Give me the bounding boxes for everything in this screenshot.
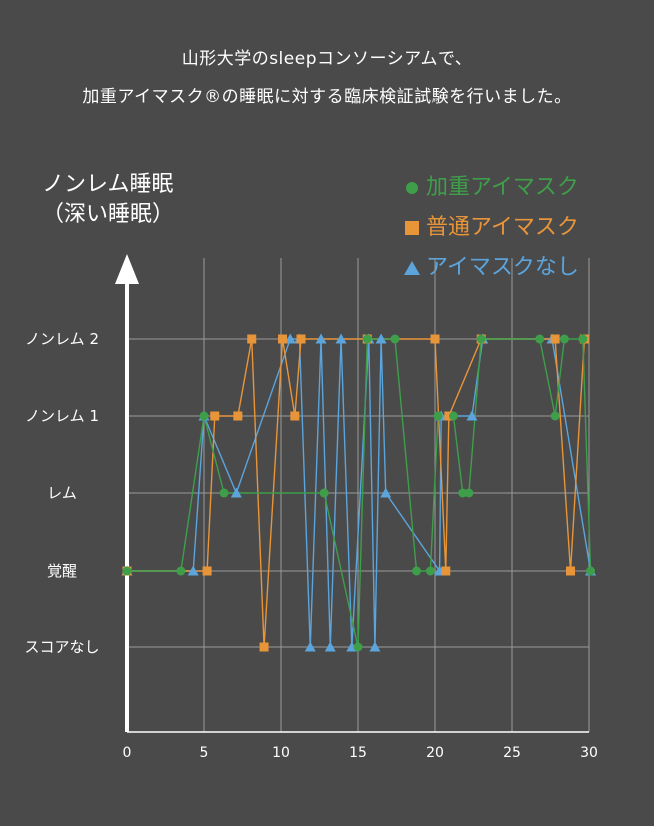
data-point-circle <box>458 488 468 498</box>
y-tick-label: スコアなし <box>24 638 99 656</box>
data-point-circle <box>353 642 363 652</box>
data-point-circle <box>433 411 443 421</box>
data-point-triangle <box>284 333 296 344</box>
x-tick-label: 20 <box>426 745 444 761</box>
x-tick-label: 0 <box>123 745 132 761</box>
data-point-square <box>290 411 300 421</box>
data-point-triangle <box>380 487 392 498</box>
data-point-circle <box>535 334 545 344</box>
data-point-triangle <box>187 565 199 576</box>
data-point-circle <box>559 334 569 344</box>
chart-legend: 加重アイマスク 普通アイマスク アイマスクなし <box>402 168 579 288</box>
data-point-square <box>296 334 306 344</box>
x-tick-label: 10 <box>272 745 290 761</box>
legend-circle-icon <box>402 182 422 194</box>
data-point-square <box>210 411 220 421</box>
header-line-2: 加重アイマスク®の睡眠に対する臨床検証試験を行いました。 <box>82 87 572 107</box>
data-point-square <box>441 566 451 576</box>
legend-label-normal: 普通アイマスク <box>426 215 579 240</box>
data-point-circle <box>219 488 229 498</box>
legend-item-normal: 普通アイマスク <box>402 208 579 248</box>
y-tick-label: 覚醒 <box>47 562 77 580</box>
data-point-square <box>566 566 576 576</box>
x-tick-label: 25 <box>503 745 521 761</box>
y-axis-arrow-icon <box>115 254 139 284</box>
data-point-square <box>233 411 243 421</box>
data-point-triangle <box>369 641 381 652</box>
series-line-circle <box>127 338 592 648</box>
data-point-circle <box>319 488 329 498</box>
data-point-square <box>202 566 212 576</box>
legend-triangle-icon <box>402 261 422 275</box>
data-point-circle <box>362 334 372 344</box>
x-tick-label: 30 <box>580 745 598 761</box>
page-header: 山形大学のsleepコンソーシアムで、 加重アイマスク®の睡眠に対する臨床検証試… <box>0 40 654 116</box>
y-tick-label: ノンレム 1 <box>25 407 99 425</box>
data-point-triangle <box>315 333 327 344</box>
data-point-circle <box>390 334 400 344</box>
legend-item-none: アイマスクなし <box>402 248 579 288</box>
data-point-triangle <box>324 641 336 652</box>
x-tick-label: 5 <box>200 745 209 761</box>
data-point-square <box>259 642 269 652</box>
data-point-circle <box>425 566 435 576</box>
data-point-triangle <box>335 333 347 344</box>
data-point-circle <box>586 566 596 576</box>
data-point-circle <box>550 411 560 421</box>
legend-square-icon <box>402 221 422 235</box>
header-line-1: 山形大学のsleepコンソーシアムで、 <box>181 49 473 69</box>
data-point-triangle <box>375 333 387 344</box>
data-point-triangle <box>466 410 478 421</box>
data-point-circle <box>199 411 209 421</box>
legend-label-weighted: 加重アイマスク <box>426 175 579 200</box>
data-point-square <box>550 334 560 344</box>
data-point-square <box>444 411 454 421</box>
y-tick-label: ノンレム 2 <box>25 330 99 348</box>
legend-label-none: アイマスクなし <box>426 255 579 280</box>
data-point-square <box>247 334 257 344</box>
data-point-circle <box>448 411 458 421</box>
data-point-circle <box>476 334 486 344</box>
x-tick-label: 15 <box>349 745 367 761</box>
data-point-circle <box>176 566 186 576</box>
data-point-triangle <box>304 641 316 652</box>
data-point-square <box>278 334 288 344</box>
data-point-circle <box>578 334 588 344</box>
y-tick-label: レム <box>47 484 77 502</box>
data-point-triangle <box>230 487 242 498</box>
data-point-square <box>430 334 440 344</box>
y-axis-label: ノンレム睡眠 （深い睡眠） <box>42 172 175 227</box>
data-point-circle <box>464 488 474 498</box>
data-point-circle <box>412 566 422 576</box>
data-point-circle <box>122 566 132 576</box>
legend-item-weighted: 加重アイマスク <box>402 168 579 208</box>
